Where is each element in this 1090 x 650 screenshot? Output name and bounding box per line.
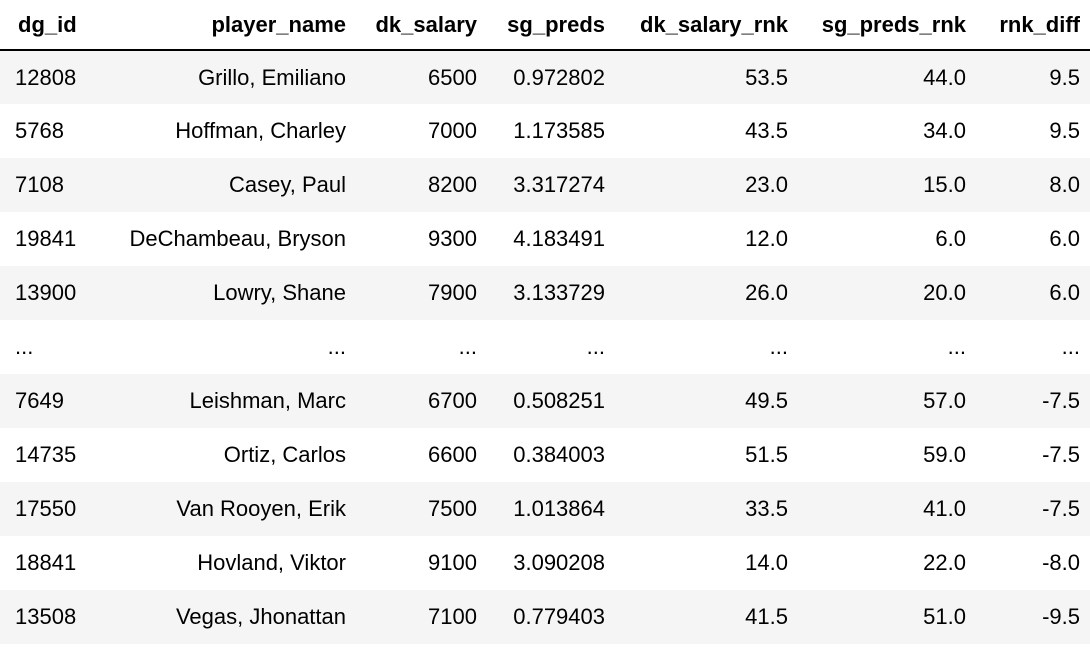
cell-sg-preds-rnk: 51.0 [798, 590, 976, 644]
cell-dk-salary-rnk: 41.5 [615, 590, 798, 644]
column-header-dg-id: dg_id [0, 2, 100, 51]
cell-sg-preds: 1.173585 [487, 104, 615, 158]
cell-dk-salary-rnk: 51.5 [615, 428, 798, 482]
cell-player-name: DeChambeau, Bryson [100, 212, 356, 266]
table-row: 12808 Grillo, Emiliano 6500 0.972802 53.5 44.… [0, 50, 1090, 104]
table-row: 5768 Hoffman, Charley 7000 1.173585 43.5 34.0… [0, 104, 1090, 158]
cell-rnk-diff: 9.5 [976, 104, 1090, 158]
cell-dk-salary-rnk: 23.0 [615, 158, 798, 212]
cell-sg-preds-rnk: 57.0 [798, 374, 976, 428]
cell-sg-preds-rnk: 6.0 [798, 212, 976, 266]
cell-sg-preds: 0.972802 [487, 50, 615, 104]
cell-rnk-diff: 8.0 [976, 158, 1090, 212]
cell-player-name: Hoffman, Charley [100, 104, 356, 158]
cell-sg-preds: 4.183491 [487, 212, 615, 266]
cell-rnk-diff: -9.5 [976, 590, 1090, 644]
cell-player-name: ... [100, 320, 356, 374]
table-row: 7108 Casey, Paul 8200 3.317274 23.0 15.0 8.0 [0, 158, 1090, 212]
cell-sg-preds: 3.090208 [487, 536, 615, 590]
cell-dk-salary: 9100 [356, 536, 487, 590]
table-row: ..................... [0, 320, 1090, 374]
cell-dk-salary: 6600 [356, 428, 487, 482]
cell-dg-id: 18841 [0, 536, 100, 590]
cell-dk-salary: 7500 [356, 482, 487, 536]
cell-sg-preds: 1.013864 [487, 482, 615, 536]
table-row: 13508 Vegas, Jhonattan 7100 0.779403 41.5 51.… [0, 590, 1090, 644]
column-header-dk-salary: dk_salary [356, 2, 487, 51]
cell-dg-id: ... [0, 320, 100, 374]
cell-dk-salary-rnk: 14.0 [615, 536, 798, 590]
cell-dk-salary-rnk: 43.5 [615, 104, 798, 158]
cell-sg-preds-rnk: 22.0 [798, 536, 976, 590]
cell-sg-preds-rnk: 20.0 [798, 266, 976, 320]
cell-dg-id: 12808 [0, 50, 100, 104]
column-header-sg-preds-rnk: sg_preds_rnk [798, 2, 976, 51]
table-row: 17550 Van Rooyen, Erik 7500 1.013864 33.5 41.… [0, 482, 1090, 536]
table-row: 14735 Ortiz, Carlos 6600 0.384003 51.5 59.0 -7… [0, 428, 1090, 482]
cell-dg-id: 14735 [0, 428, 100, 482]
cell-dk-salary: 7900 [356, 266, 487, 320]
cell-rnk-diff: -7.5 [976, 428, 1090, 482]
cell-dg-id: 5768 [0, 104, 100, 158]
cell-sg-preds: 3.317274 [487, 158, 615, 212]
cell-rnk-diff: 9.5 [976, 50, 1090, 104]
cell-dg-id: 17550 [0, 482, 100, 536]
table-row: 13900 Lowry, Shane 7900 3.133729 26.0 20.0 6.0 [0, 266, 1090, 320]
cell-sg-preds-rnk: 59.0 [798, 428, 976, 482]
table-body: 12808 Grillo, Emiliano 6500 0.972802 53.5 44.… [0, 50, 1090, 644]
cell-player-name: Grillo, Emiliano [100, 50, 356, 104]
table-row: 18841 Hovland, Viktor 9100 3.090208 14.0 22.0… [0, 536, 1090, 590]
table-header: dg_id player_name dk_salary sg_preds dk_… [0, 2, 1090, 51]
cell-sg-preds-rnk: 44.0 [798, 50, 976, 104]
cell-player-name: Vegas, Jhonattan [100, 590, 356, 644]
cell-dg-id: 13900 [0, 266, 100, 320]
cell-dg-id: 19841 [0, 212, 100, 266]
cell-sg-preds-rnk: 34.0 [798, 104, 976, 158]
cell-sg-preds-rnk: 41.0 [798, 482, 976, 536]
table-row: 19841 DeChambeau, Bryson 9300 4.183491 12.0 6… [0, 212, 1090, 266]
column-header-sg-preds: sg_preds [487, 2, 615, 51]
cell-dk-salary-rnk: 33.5 [615, 482, 798, 536]
cell-rnk-diff: ... [976, 320, 1090, 374]
cell-player-name: Casey, Paul [100, 158, 356, 212]
cell-dk-salary-rnk: 12.0 [615, 212, 798, 266]
cell-sg-preds-rnk: ... [798, 320, 976, 374]
cell-player-name: Ortiz, Carlos [100, 428, 356, 482]
cell-rnk-diff: 6.0 [976, 212, 1090, 266]
header-row: dg_id player_name dk_salary sg_preds dk_… [0, 2, 1090, 51]
table-row: 7649 Leishman, Marc 6700 0.508251 49.5 57.0 -7… [0, 374, 1090, 428]
cell-sg-preds: 3.133729 [487, 266, 615, 320]
cell-dk-salary: 6500 [356, 50, 487, 104]
cell-dk-salary: 7100 [356, 590, 487, 644]
cell-dg-id: 7108 [0, 158, 100, 212]
cell-dk-salary: 9300 [356, 212, 487, 266]
cell-rnk-diff: 6.0 [976, 266, 1090, 320]
column-header-dk-salary-rnk: dk_salary_rnk [615, 2, 798, 51]
cell-sg-preds: 0.508251 [487, 374, 615, 428]
cell-dg-id: 13508 [0, 590, 100, 644]
cell-rnk-diff: -7.5 [976, 482, 1090, 536]
cell-player-name: Leishman, Marc [100, 374, 356, 428]
cell-player-name: Lowry, Shane [100, 266, 356, 320]
cell-sg-preds: ... [487, 320, 615, 374]
cell-dk-salary-rnk: 53.5 [615, 50, 798, 104]
column-header-rnk-diff: rnk_diff [976, 2, 1090, 51]
cell-player-name: Van Rooyen, Erik [100, 482, 356, 536]
cell-rnk-diff: -8.0 [976, 536, 1090, 590]
cell-sg-preds: 0.779403 [487, 590, 615, 644]
cell-dk-salary: 7000 [356, 104, 487, 158]
cell-dk-salary: 8200 [356, 158, 487, 212]
cell-sg-preds: 0.384003 [487, 428, 615, 482]
cell-dk-salary-rnk: 26.0 [615, 266, 798, 320]
cell-dk-salary-rnk: ... [615, 320, 798, 374]
cell-player-name: Hovland, Viktor [100, 536, 356, 590]
cell-dk-salary: 6700 [356, 374, 487, 428]
cell-dk-salary: ... [356, 320, 487, 374]
cell-sg-preds-rnk: 15.0 [798, 158, 976, 212]
cell-dg-id: 7649 [0, 374, 100, 428]
cell-rnk-diff: -7.5 [976, 374, 1090, 428]
cell-dk-salary-rnk: 49.5 [615, 374, 798, 428]
column-header-player-name: player_name [100, 2, 356, 51]
